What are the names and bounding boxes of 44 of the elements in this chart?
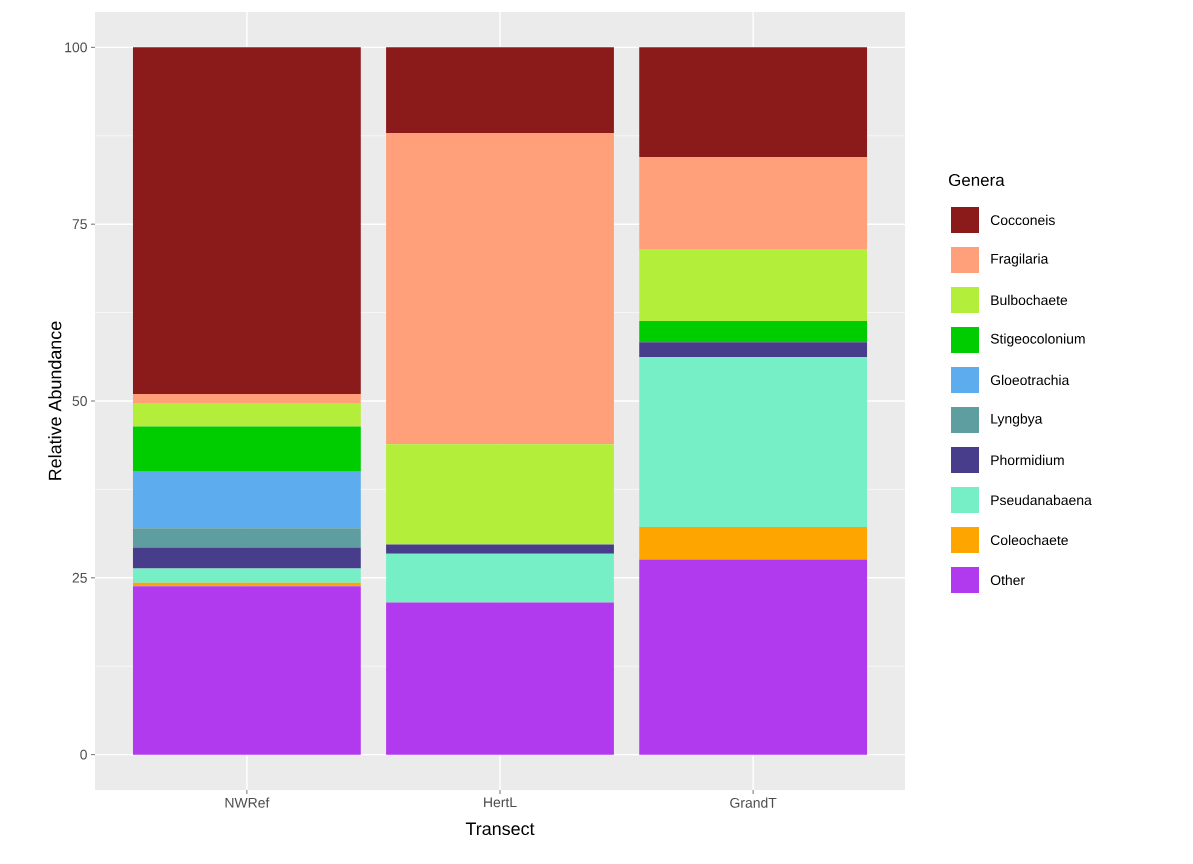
x-tick-label: GrandT	[730, 797, 777, 808]
legend-title: Genera	[949, 174, 1005, 187]
bar	[132, 403, 361, 427]
bar	[639, 249, 868, 322]
y-tick-label: 50	[72, 396, 87, 406]
x-axis-title: Transect	[465, 822, 535, 836]
bar	[639, 321, 868, 343]
legend-label: Coleochaete	[990, 534, 1068, 546]
bar	[639, 357, 868, 527]
y-tick-label: 25	[72, 572, 87, 583]
bar	[386, 544, 614, 554]
x-tick-label: NWRef	[225, 797, 270, 808]
bar	[639, 156, 868, 250]
bar	[132, 568, 361, 583]
bar	[132, 47, 361, 394]
legend-label: Pseudanabaena	[991, 494, 1092, 506]
bar	[132, 471, 361, 529]
y-axis-title: Relative Abundance	[48, 321, 62, 480]
bar	[639, 47, 868, 157]
bar	[386, 47, 614, 133]
x-tick-label: HertL	[484, 797, 517, 808]
bar	[386, 444, 614, 545]
bar	[639, 559, 868, 755]
bar	[386, 132, 614, 445]
y-tick-label: 100	[65, 42, 87, 53]
bar	[386, 602, 614, 755]
legend-label: Cocconeis	[990, 214, 1055, 226]
legend-label: Other	[990, 574, 1025, 586]
bar	[132, 393, 361, 404]
bar	[132, 547, 361, 569]
legend-label: Lyngbya	[991, 413, 1043, 427]
legend-label: Stigeocolonium	[990, 333, 1085, 347]
y-tick-label: 75	[72, 219, 87, 230]
legend-label: Phormidium	[991, 454, 1064, 466]
legend-label: Gloeotrachia	[990, 374, 1070, 386]
y-tick-label: 0	[80, 749, 87, 760]
legend-label: Fragilaria	[991, 253, 1049, 267]
bar	[132, 528, 361, 548]
bar	[132, 586, 361, 755]
legend-label: Bulbochaete	[991, 294, 1068, 306]
bar	[639, 342, 868, 358]
bar	[639, 526, 868, 560]
bar	[132, 426, 361, 472]
bar	[386, 553, 614, 603]
